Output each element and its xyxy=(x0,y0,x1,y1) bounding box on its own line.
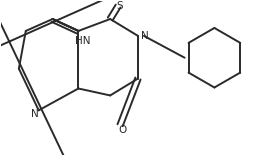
Text: N: N xyxy=(31,109,39,119)
Text: S: S xyxy=(117,1,123,11)
Text: O: O xyxy=(118,125,126,135)
Text: HN: HN xyxy=(75,36,90,46)
Text: N: N xyxy=(141,31,149,41)
